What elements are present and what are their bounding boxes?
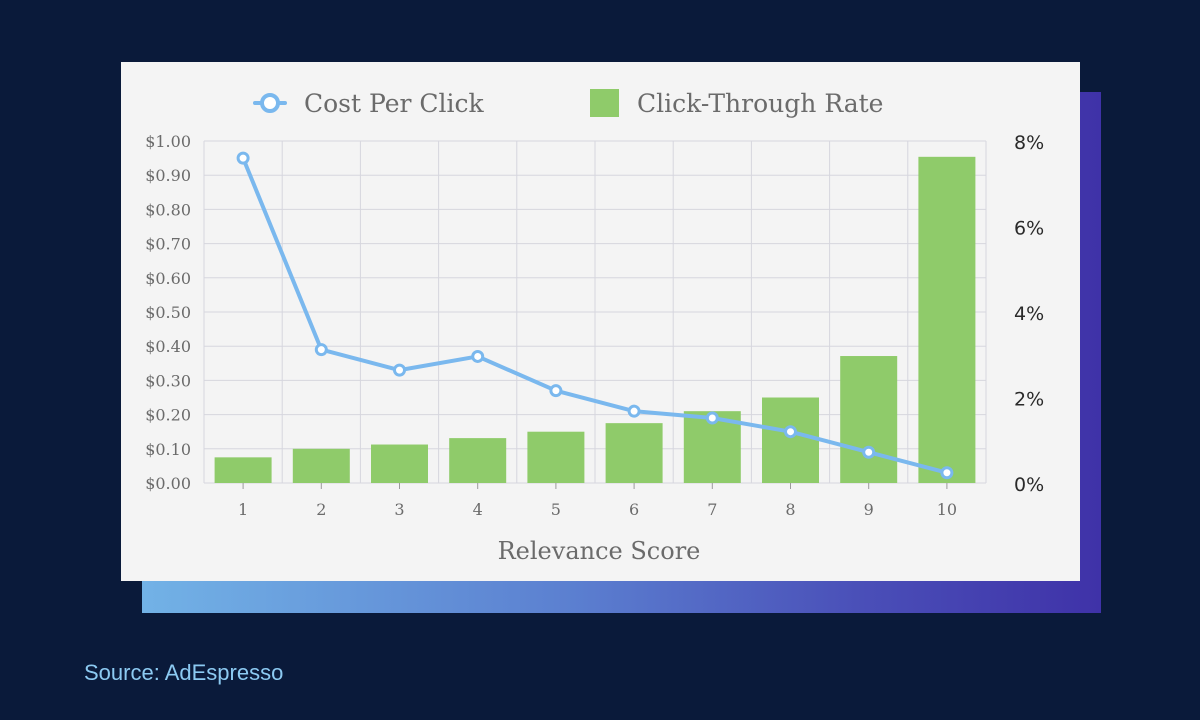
ctr-bar (605, 423, 663, 483)
y-right-tick-label: 0% (1014, 474, 1044, 496)
y-right-tick-label: 2% (1014, 389, 1044, 411)
axes: $0.00 $0.10 $0.20 $0.30 $0.40 $0.50 $0.60 $0.70… (145, 132, 1044, 519)
ctr-bar (214, 457, 272, 483)
ctr-bar (918, 156, 976, 483)
grid (203, 140, 987, 484)
y-left-tick-label: $0.90 (145, 166, 191, 185)
legend-bar-swatch (590, 89, 619, 117)
cpc-point (862, 445, 876, 459)
x-axis-label: Relevance Score (498, 537, 701, 565)
chart-card: $0.00 $0.10 $0.20 $0.30 $0.40 $0.50 $0.60 $0.70… (121, 62, 1080, 581)
cpc-point (549, 384, 563, 398)
ctr-bar (840, 356, 898, 483)
y-left-tick-label: $0.20 (145, 406, 191, 425)
x-tick-label: 3 (394, 500, 404, 519)
y-left-tick-label: $0.60 (145, 269, 191, 288)
y-left-tick-label: $0.50 (145, 303, 191, 322)
legend-label-click-through-rate: Click-Through Rate (637, 89, 883, 118)
chart: $0.00 $0.10 $0.20 $0.30 $0.40 $0.50 $0.60 $0.70… (145, 89, 1044, 565)
source-caption: Source: AdEspresso (84, 660, 284, 685)
x-tick-label: 7 (707, 500, 717, 519)
cpc-point (705, 411, 719, 425)
cpc-point (627, 404, 641, 418)
legend: Cost Per Click Click-Through Rate (253, 89, 883, 118)
y-left-tick-label: $0.30 (145, 371, 191, 390)
y-left-tick-label: $1.00 (145, 132, 191, 151)
x-tick-label: 2 (316, 500, 326, 519)
y-left-tick-label: $0.00 (145, 474, 191, 493)
x-tick-label: 6 (629, 500, 639, 519)
cpc-point (314, 343, 328, 357)
y-right-tick-label: 8% (1014, 132, 1044, 154)
cpc-point (236, 151, 250, 165)
ctr-bar (762, 397, 819, 483)
y-right-tick-label: 4% (1014, 303, 1044, 325)
cpc-line (236, 151, 954, 480)
cpc-point (784, 425, 797, 439)
y-left-tick-label: $0.40 (145, 337, 191, 356)
cpc-line-path (241, 156, 949, 475)
ctr-bars (214, 156, 976, 483)
y-left-tick-label: $0.80 (145, 200, 191, 219)
ctr-bar (449, 438, 507, 483)
x-tick-label: 10 (937, 500, 957, 519)
x-tick-label: 8 (785, 500, 795, 519)
ctr-bar (292, 448, 350, 483)
x-tick-label: 5 (551, 500, 561, 519)
ctr-bar (527, 431, 585, 483)
y-left-tick-label: $0.70 (145, 235, 191, 254)
legend-label-cost-per-click: Cost Per Click (304, 89, 485, 118)
cpc-point (940, 466, 954, 480)
x-tick-label: 9 (864, 500, 874, 519)
y-right-tick-label: 6% (1014, 218, 1044, 240)
cpc-point (393, 363, 406, 377)
legend-line-marker (260, 93, 280, 113)
y-left-tick-label: $0.10 (145, 440, 191, 459)
ctr-bar (371, 444, 428, 483)
x-tick-label: 4 (473, 500, 483, 519)
x-tick-label: 1 (238, 500, 248, 519)
cpc-point (471, 349, 485, 363)
